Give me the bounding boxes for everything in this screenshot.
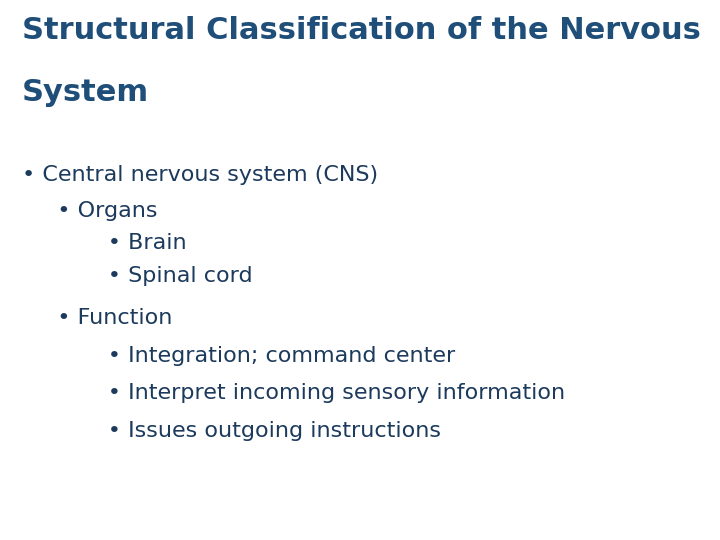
Text: • Brain: • Brain	[65, 233, 186, 253]
Text: • Interpret incoming sensory information: • Interpret incoming sensory information	[65, 383, 565, 403]
Text: • Organs: • Organs	[43, 201, 158, 221]
Text: • Central nervous system (CNS): • Central nervous system (CNS)	[22, 165, 378, 185]
Text: • Function: • Function	[43, 308, 173, 328]
Text: • Integration; command center: • Integration; command center	[65, 346, 455, 366]
Text: Structural Classification of the Nervous: Structural Classification of the Nervous	[22, 16, 701, 45]
Text: System: System	[22, 78, 149, 107]
Text: • Issues outgoing instructions: • Issues outgoing instructions	[65, 421, 441, 441]
Text: • Spinal cord: • Spinal cord	[65, 266, 253, 286]
